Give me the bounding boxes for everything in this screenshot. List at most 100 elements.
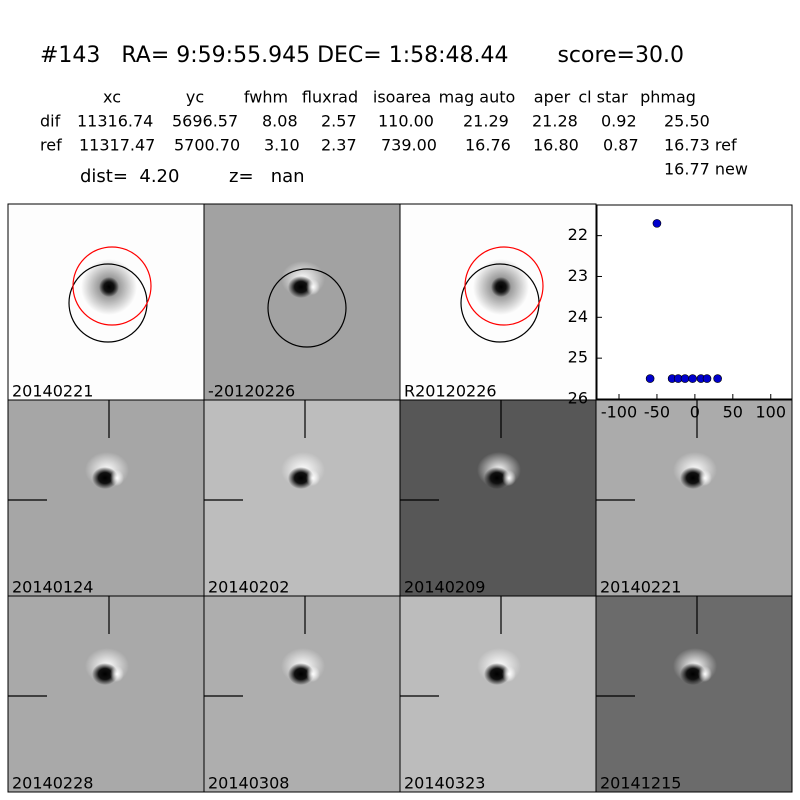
stamp-image	[400, 400, 596, 596]
table-cell: 5696.57	[172, 112, 238, 131]
panel-label: 20140221	[12, 382, 93, 401]
x-tick-label: 0	[690, 403, 700, 422]
y-tick-label: 24	[568, 307, 588, 326]
column-header: fluxrad	[302, 88, 358, 107]
column-header: mag auto	[439, 88, 516, 107]
point	[713, 374, 722, 383]
residual-core	[698, 470, 712, 486]
aperture	[267, 268, 347, 348]
panel-label: 20140209	[404, 578, 485, 597]
table-cell: 739.00	[381, 136, 437, 155]
stamp-image	[204, 596, 400, 792]
stamp	[595, 595, 793, 793]
panel-label: 20140221	[600, 578, 681, 597]
residual-core	[502, 666, 516, 682]
stamp	[7, 203, 205, 401]
z: z= nan	[229, 166, 305, 187]
panel-label: 20140202	[208, 578, 289, 597]
stamp	[399, 203, 597, 401]
table-cell: ref	[40, 136, 62, 155]
x-tick-label: 100	[755, 403, 786, 422]
y-tick-label: 26	[568, 389, 588, 408]
residual-dark	[92, 663, 118, 685]
table-cell: 5700.70	[174, 136, 240, 155]
residual-dark	[288, 663, 314, 685]
residual-dark	[680, 467, 706, 489]
point	[645, 374, 655, 383]
table-cell: 21.29	[463, 112, 509, 131]
plot-area	[596, 204, 793, 400]
point	[652, 219, 662, 228]
residual-dark	[288, 276, 314, 298]
panel-label: 20140124	[12, 578, 93, 597]
dist: dist= 4.20	[80, 166, 179, 187]
residual-dark	[288, 467, 314, 489]
x-tick-label: -50	[644, 403, 670, 422]
point	[688, 374, 697, 383]
source	[99, 277, 119, 297]
extra: 16.77 new	[664, 160, 748, 179]
table-cell: 25.50	[664, 112, 710, 131]
stamp-image	[8, 400, 204, 596]
aperture-ref	[72, 246, 152, 326]
panel-label: -20120226	[208, 382, 295, 401]
table-cell: 16.76	[465, 136, 511, 155]
stamp	[595, 399, 793, 597]
table-cell: 11317.47	[79, 136, 155, 155]
column-header: cl star	[578, 88, 628, 107]
residual-dark	[484, 663, 510, 685]
table-cell: 110.00	[378, 112, 434, 131]
source	[491, 277, 511, 297]
panel-label: 20141215	[600, 774, 681, 793]
stamp-image	[596, 596, 792, 792]
y-tick-label: 25	[568, 348, 588, 367]
panel-label: 20140308	[208, 774, 289, 793]
table-cell: 21.28	[532, 112, 578, 131]
residual-core	[110, 666, 124, 682]
table-cell: 2.37	[321, 136, 357, 155]
column-header: isoarea	[373, 88, 431, 107]
residual-dark	[484, 467, 510, 489]
column-header: fwhm	[244, 88, 288, 107]
table-cell: 3.10	[264, 136, 300, 155]
stamp-image	[204, 204, 400, 400]
aperture-ref	[464, 246, 544, 326]
table-cell: 0.87	[603, 136, 639, 155]
y-tick-label: 22	[568, 225, 588, 244]
frame	[595, 595, 793, 793]
column-header: aper	[534, 88, 571, 107]
table-cell: 0.92	[601, 112, 637, 131]
point	[680, 374, 690, 383]
residual-core	[306, 470, 320, 486]
residual-core	[306, 279, 320, 295]
stamp-image	[596, 400, 792, 596]
stamp	[203, 203, 401, 401]
residual-dark	[92, 467, 118, 489]
table-cell: 11316.74	[77, 112, 153, 131]
residual-core	[698, 666, 712, 682]
stamp	[203, 595, 401, 793]
table-cell: 16.73 ref	[664, 136, 737, 155]
residual-core	[502, 470, 516, 486]
stamp	[399, 595, 597, 793]
point	[702, 374, 712, 383]
table-cell: dif	[40, 112, 61, 131]
y-tick-label: 23	[568, 266, 588, 285]
stamp	[7, 399, 205, 597]
stamp-image	[400, 596, 596, 792]
x-tick-label: 50	[723, 403, 743, 422]
column-header: xc	[103, 88, 121, 107]
table-cell: 2.57	[321, 112, 357, 131]
column-header: yc	[186, 88, 204, 107]
stamp	[7, 595, 205, 793]
title: #143 RA= 9:59:55.945 DEC= 1:58:48.44 sco…	[40, 43, 684, 68]
table-cell: 8.08	[262, 112, 298, 131]
residual-core	[306, 666, 320, 682]
panel-label: 20140228	[12, 774, 93, 793]
residual-core	[110, 470, 124, 486]
column-header: phmag	[640, 88, 696, 107]
stamp-image	[8, 596, 204, 792]
panel-label: 20140323	[404, 774, 485, 793]
residual-dark	[680, 663, 706, 685]
